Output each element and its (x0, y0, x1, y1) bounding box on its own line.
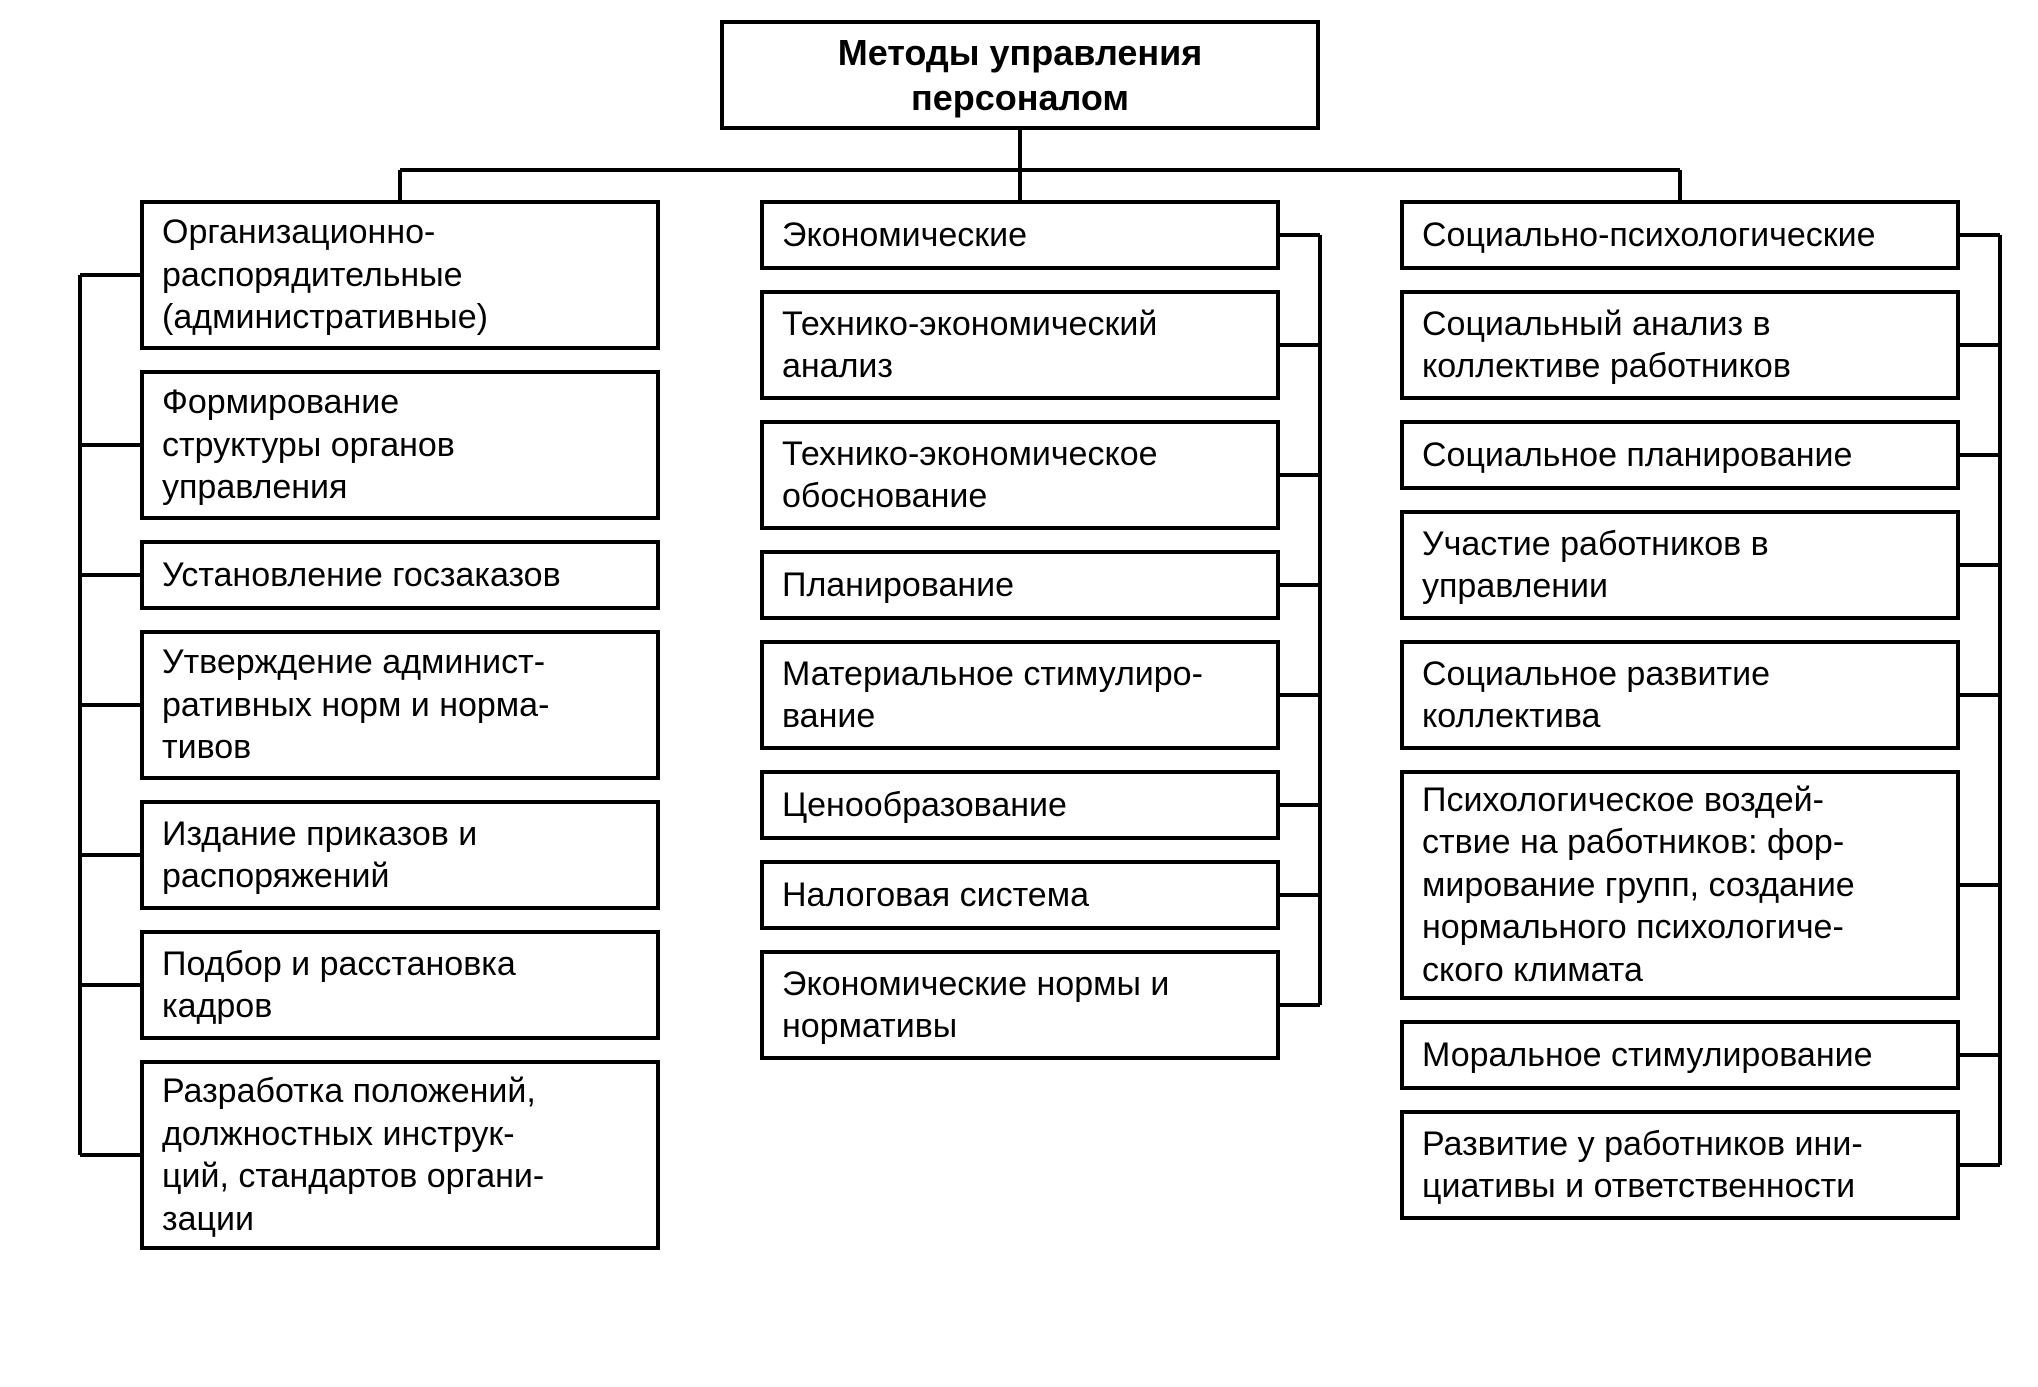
item-admin-5: Разработка положений, должностных инстру… (140, 1060, 660, 1250)
root-title: Методы управления персоналом (720, 20, 1320, 130)
item-admin-0: Формирование структуры органов управлени… (140, 370, 660, 520)
item-social-3: Социальное развитие коллектива (1400, 640, 1960, 750)
diagram-canvas: Методы управления персоналом Организацион… (0, 0, 2038, 1387)
item-economic-4: Ценообразование (760, 770, 1280, 840)
column-header-social: Социально-психологические (1400, 200, 1960, 270)
item-economic-3: Материальное стимулиро- вание (760, 640, 1280, 750)
item-social-4: Психологическое воздей- ствие на работни… (1400, 770, 1960, 1000)
column-header-admin: Организационно- распорядительные (админи… (140, 200, 660, 350)
item-economic-1: Технико-экономическое обоснование (760, 420, 1280, 530)
item-social-1: Социальное планирование (1400, 420, 1960, 490)
item-social-6: Развитие у работников ини- циативы и отв… (1400, 1110, 1960, 1220)
item-economic-6: Экономические нормы и нормативы (760, 950, 1280, 1060)
item-economic-5: Налоговая система (760, 860, 1280, 930)
item-admin-4: Подбор и расстановка кадров (140, 930, 660, 1040)
item-economic-2: Планирование (760, 550, 1280, 620)
item-admin-2: Утверждение админист- ративных норм и но… (140, 630, 660, 780)
item-admin-1: Установление госзаказов (140, 540, 660, 610)
column-header-economic: Экономические (760, 200, 1280, 270)
item-economic-0: Технико-экономический анализ (760, 290, 1280, 400)
item-social-2: Участие работников в управлении (1400, 510, 1960, 620)
item-social-5: Моральное стимулирование (1400, 1020, 1960, 1090)
item-social-0: Социальный анализ в коллективе работнико… (1400, 290, 1960, 400)
item-admin-3: Издание приказов и распоряжений (140, 800, 660, 910)
